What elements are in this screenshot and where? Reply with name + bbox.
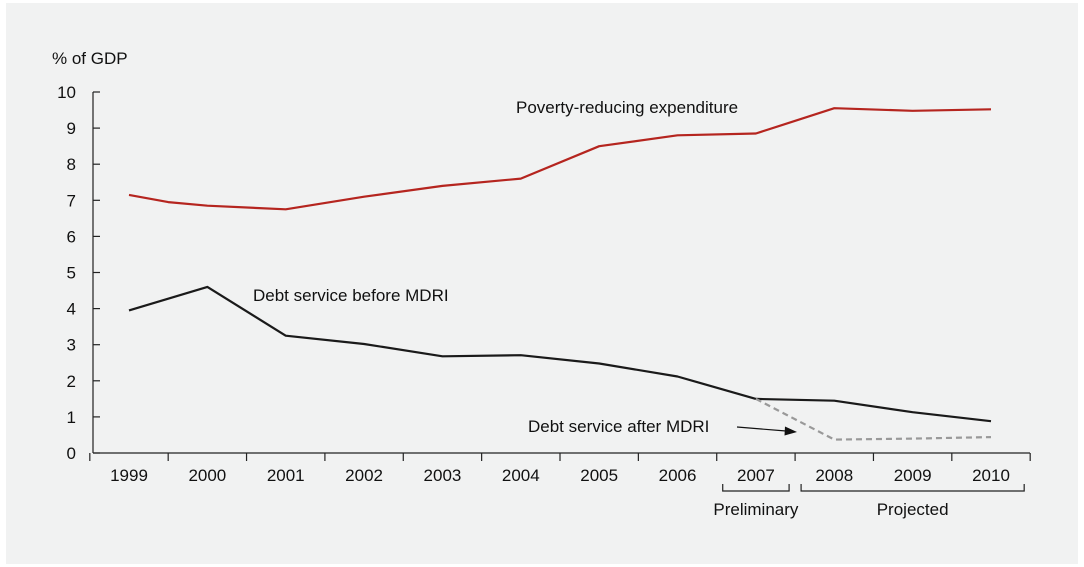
y-tick-label: 7 xyxy=(67,191,76,210)
x-tick-label: 2000 xyxy=(188,466,226,485)
y-tick-label: 2 xyxy=(67,372,76,391)
x-tick-label: 1999 xyxy=(110,466,148,485)
annotation-debt-before: Debt service before MDRI xyxy=(253,286,449,305)
x-tick-label: 2004 xyxy=(502,466,540,485)
bracket-0 xyxy=(722,484,790,492)
series-line-1 xyxy=(128,285,992,423)
x-tick-label: 2002 xyxy=(345,466,383,485)
x-tick-label: 2005 xyxy=(580,466,618,485)
x-tick-label: 2006 xyxy=(659,466,697,485)
x-tick-label: 2010 xyxy=(972,466,1010,485)
bracket-label-1: Projected xyxy=(877,500,949,519)
series-line-0 xyxy=(128,107,992,211)
annotation-arrow-line xyxy=(736,426,787,432)
y-tick-label: 9 xyxy=(67,119,76,138)
x-tick-label: 2003 xyxy=(424,466,462,485)
y-tick-label: 10 xyxy=(57,83,76,102)
bracket-1 xyxy=(800,484,1025,492)
y-tick-label: 3 xyxy=(67,336,76,355)
series-line-2 xyxy=(755,397,992,441)
y-tick-label: 5 xyxy=(67,264,76,283)
y-tick-label: 0 xyxy=(67,444,76,463)
y-tick-label: 6 xyxy=(67,227,76,246)
y-tick-label: 1 xyxy=(67,408,76,427)
x-tick-label: 2007 xyxy=(737,466,775,485)
x-tick-label: 2008 xyxy=(815,466,853,485)
annotation-debt-after: Debt service after MDRI xyxy=(528,417,709,436)
y-axis-label: % of GDP xyxy=(52,49,128,68)
annotation-poverty: Poverty-reducing expenditure xyxy=(516,98,738,117)
chart-panel xyxy=(6,3,1078,564)
y-tick-label: 4 xyxy=(67,300,76,319)
y-tick-label: 8 xyxy=(67,155,76,174)
annotation-arrow-head xyxy=(784,426,797,436)
bracket-label-0: Preliminary xyxy=(713,500,799,519)
series-lines xyxy=(128,107,992,441)
axes: 0 1 2 3 4 5 6 7 8 9 10 1999 2000 2001 2002 2003 2004 2005… xyxy=(57,83,1031,485)
x-tick-label: 2001 xyxy=(267,466,305,485)
annotations: Poverty-reducing expenditure Debt service… xyxy=(253,98,1025,519)
x-tick-label: 2009 xyxy=(894,466,932,485)
